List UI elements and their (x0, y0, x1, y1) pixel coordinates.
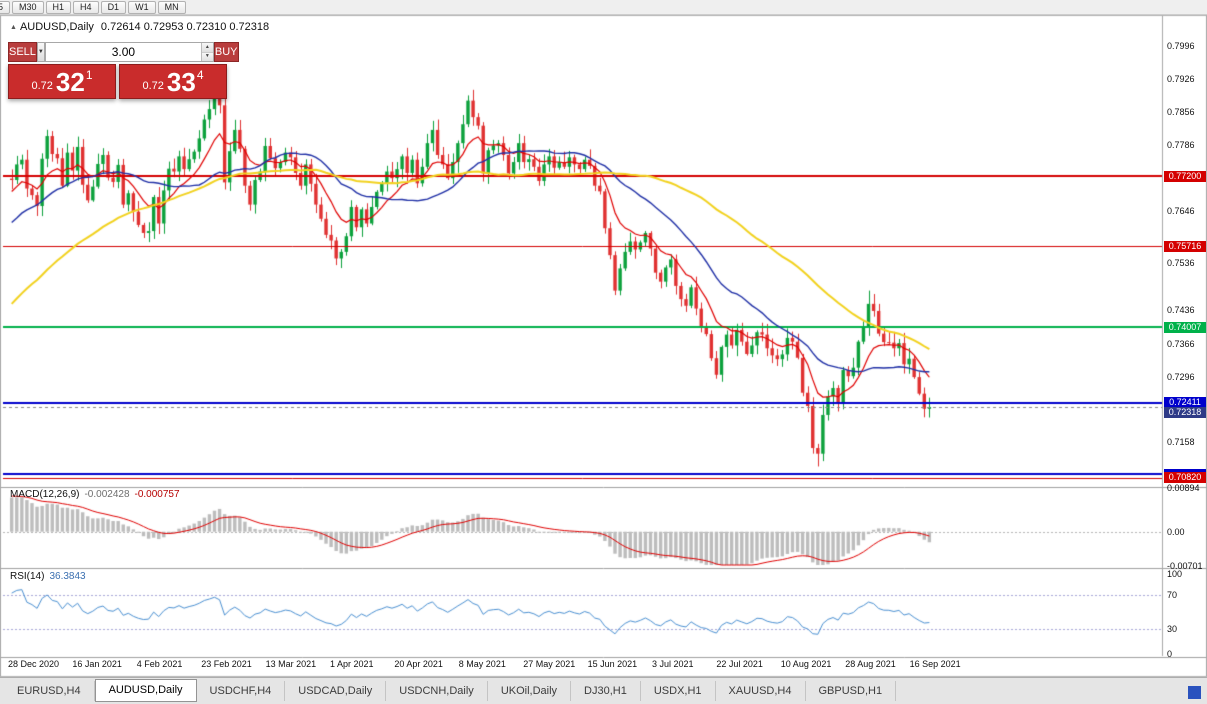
spin-up-icon: ▲ (204, 43, 210, 50)
price-axis-label: 0.7996 (1167, 40, 1195, 51)
chart-tab-usdchf-h4[interactable]: USDCHF,H4 (197, 681, 286, 701)
macd-signal-value: -0.000757 (134, 489, 180, 500)
chart-tab-usdcad-daily[interactable]: USDCAD,Daily (285, 681, 387, 701)
price-axis-label: 0.7536 (1167, 258, 1195, 269)
timeframe-button-h1[interactable]: H1 (45, 0, 72, 14)
price-axis-label: 0.7856 (1167, 106, 1195, 117)
buy-price-pips: 33 (166, 67, 196, 97)
chart-tab-usdx-h1[interactable]: USDX,H1 (641, 681, 716, 701)
rsi-axis-label: 70 (1167, 590, 1178, 601)
rsi-axis-label: 0 (1167, 649, 1173, 659)
date-axis-label: 22 Jul 2021 (716, 659, 763, 669)
date-axis-label: 16 Sep 2021 (909, 659, 961, 669)
macd-name: MACD(12,26,9) (10, 489, 80, 500)
macd-main-value: -0.002428 (84, 489, 130, 500)
rsi-indicator-label: RSI(14) 36.3843 (10, 571, 86, 582)
chart-ohlc-values: 0.72614 0.72953 0.72310 0.72318 (100, 21, 270, 33)
date-axis-label: 20 Apr 2021 (394, 659, 443, 669)
price-axis-label: 0.7646 (1167, 206, 1195, 217)
sell-price-display[interactable]: 0.72 32 1 (8, 64, 116, 99)
timeframe-button-m30[interactable]: M30 (12, 0, 44, 14)
macd-indicator-label: MACD(12,26,9) -0.002428 -0.000757 (10, 489, 180, 500)
date-axis-label: 27 May 2021 (523, 659, 576, 669)
buy-price-base: 0.72 (142, 80, 164, 92)
price-axis-label: 0.7158 (1167, 436, 1195, 447)
macd-axis-label: 0.00 (1167, 526, 1185, 537)
sell-price-base: 0.72 (31, 80, 53, 92)
sell-price-pips: 32 (55, 67, 85, 97)
macd-axis-label: 0.00894 (1167, 483, 1200, 493)
macd-axis-label: -0.00701 (1167, 561, 1203, 571)
rsi-value: 36.3843 (49, 571, 86, 582)
sell-button[interactable]: SELL (8, 42, 37, 62)
level-price-label: 0.70820 (1164, 472, 1206, 484)
chart-symbol-period: AUDUSD,Daily (19, 21, 94, 33)
price-axis-label: 0.7366 (1167, 338, 1195, 349)
buy-price-display[interactable]: 0.72 33 4 (119, 64, 227, 99)
chart-tab-xauusd-h4[interactable]: XAUUSD,H4 (716, 681, 806, 701)
chart-tab-audusd-daily[interactable]: AUDUSD,Daily (94, 679, 197, 702)
timeframe-toolbar: 5M30H1H4D1W1MN (0, 0, 1207, 15)
date-axis-label: 23 Feb 2021 (201, 659, 252, 669)
spin-down-icon: ▼ (204, 53, 210, 60)
volume-step-up-button[interactable]: ▲ (201, 43, 213, 53)
date-axis-label: 8 May 2021 (458, 659, 506, 669)
level-price-label: 0.74007 (1164, 321, 1206, 333)
volume-input[interactable] (45, 43, 201, 61)
chart-tab-bar: EURUSD,H4 AUDUSD,Daily USDCHF,H4 USDCAD,Dai… (0, 677, 1207, 704)
date-axis-label: 3 Jul 2021 (652, 659, 694, 669)
date-axis-label: 13 Mar 2021 (265, 659, 317, 669)
chart-tab-ukoil-daily[interactable]: UKOil,Daily (488, 681, 572, 701)
rsi-name: RSI(14) (10, 571, 45, 582)
timeframe-button-mn[interactable]: MN (157, 0, 186, 14)
order-options-dropdown[interactable]: ▼ (36, 42, 45, 62)
date-axis-label: 28 Aug 2021 (845, 659, 896, 669)
date-axis-label: 15 Jun 2021 (587, 659, 638, 669)
level-price-label: 0.75716 (1164, 240, 1206, 252)
price-axis-label: 0.7436 (1167, 305, 1195, 316)
level-price-label: 0.77200 (1164, 170, 1206, 182)
level-price-label: 0.72411 (1164, 397, 1206, 409)
rsi-axis-label: 30 (1167, 623, 1178, 634)
date-axis-label: 4 Feb 2021 (136, 659, 183, 669)
volume-step-down-button[interactable]: ▼ (201, 52, 213, 61)
chart-tab-usdcnh-daily[interactable]: USDCNH,Daily (386, 681, 488, 701)
current-price-label: 0.72318 (1164, 406, 1206, 418)
rsi-axis-label: 100 (1167, 569, 1183, 579)
buy-price-point: 4 (196, 68, 204, 82)
date-axis-label: 10 Aug 2021 (780, 659, 832, 669)
chart-tab-eurusd-h4[interactable]: EURUSD,H4 (4, 681, 95, 701)
one-click-panel-toggle-icon[interactable]: ▲ (10, 24, 17, 31)
volume-field-wrap: ▲ ▼ (44, 42, 214, 62)
trade-price-row: 0.72 32 1 0.72 33 4 (8, 64, 227, 99)
chevron-down-icon: ▼ (37, 49, 44, 55)
date-axis-label: 16 Jan 2021 (72, 659, 122, 669)
one-click-trade-panel: SELL ▼ ▲ ▼ BUY 0.72 32 1 0.72 33 4 (8, 42, 239, 99)
buy-button[interactable]: BUY (213, 42, 239, 62)
date-axis-label: 1 Apr 2021 (330, 659, 374, 669)
timeframe-button-5[interactable]: 5 (0, 0, 11, 14)
timeframe-button-h4[interactable]: H4 (73, 0, 99, 14)
price-axis-label: 0.7296 (1167, 371, 1195, 382)
chart-tab-dj30-h1[interactable]: DJ30,H1 (571, 681, 641, 701)
timeframe-button-w1[interactable]: W1 (128, 0, 156, 14)
sell-price-point: 1 (85, 68, 93, 82)
date-axis-label: 28 Dec 2020 (8, 659, 60, 669)
chart-title: ▲ AUDUSD,Daily 0.72614 0.72953 0.72310 0.7… (10, 21, 269, 33)
volume-stepper: ▲ ▼ (200, 43, 213, 61)
price-axis-label: 0.7786 (1167, 140, 1195, 151)
chart-tab-gbpusd-h1[interactable]: GBPUSD,H1 (806, 681, 897, 701)
trade-controls-row: SELL ▼ ▲ ▼ BUY (8, 42, 239, 62)
timeframe-button-d1[interactable]: D1 (100, 0, 127, 14)
window-corner-badge (1188, 686, 1201, 699)
price-axis-label: 0.7926 (1167, 73, 1195, 84)
